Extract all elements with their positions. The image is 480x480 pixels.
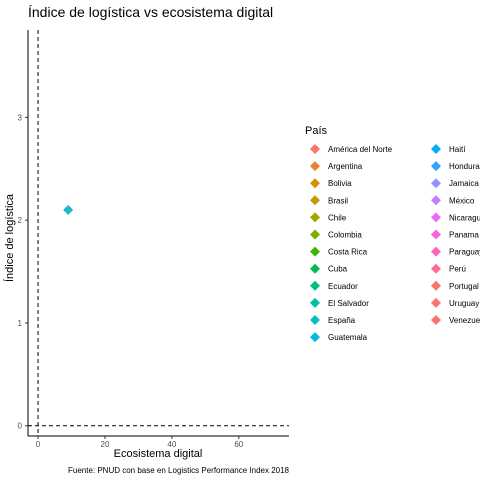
- legend-key: [310, 195, 320, 206]
- legend-key: [431, 280, 441, 291]
- legend-label: Colombia: [328, 231, 362, 240]
- legend-key: [310, 212, 320, 223]
- legend-label: México: [449, 196, 475, 205]
- legend-label: Portugal: [449, 282, 479, 291]
- legend-label: España: [328, 316, 356, 325]
- data-point-guatemala: [63, 204, 74, 215]
- legend-key: [310, 263, 320, 274]
- legend-label: Haití: [449, 145, 466, 154]
- plot-area: 0 20 40 60 0 1 2 3: [18, 30, 289, 449]
- x-tick-label: 60: [234, 440, 243, 449]
- legend: América del Norte Argentina Bolivia Brasil C…: [310, 144, 480, 343]
- x-tick-label: 0: [36, 440, 41, 449]
- legend-key: [431, 297, 441, 308]
- y-tick-label: 3: [18, 113, 23, 122]
- legend-label: América del Norte: [328, 145, 393, 154]
- y-tick-label: 1: [18, 319, 23, 328]
- legend-title: País: [305, 125, 328, 137]
- legend-label: Brasil: [328, 196, 348, 205]
- legend-label: Uruguay: [449, 299, 479, 308]
- legend-key: [310, 280, 320, 291]
- legend-key: [310, 161, 320, 172]
- legend-label: Jamaica: [449, 179, 479, 188]
- legend-label: Nicaragua: [449, 213, 480, 222]
- y-tick-label: 2: [18, 216, 23, 225]
- x-tick-label: 40: [167, 440, 176, 449]
- legend-label: El Salvador: [328, 299, 369, 308]
- legend-key: [431, 144, 441, 154]
- legend-key: [431, 246, 441, 257]
- legend-key: [431, 161, 441, 172]
- legend-key: [310, 178, 320, 189]
- chart-caption: Fuente: PNUD con base en Logistics Perfo…: [68, 466, 290, 475]
- legend-key: [310, 144, 320, 154]
- legend-label: Perú: [449, 265, 466, 274]
- legend-label: Cuba: [328, 265, 348, 274]
- legend-label: Costa Rica: [328, 248, 368, 257]
- legend-label: Chile: [328, 213, 347, 222]
- legend-key: [310, 246, 320, 257]
- legend-key: [431, 195, 441, 206]
- chart-title: Índice de logística vs ecosistema digita…: [28, 4, 273, 20]
- legend-label: Guatemala: [328, 333, 368, 342]
- legend-key: [431, 178, 441, 189]
- legend-key: [431, 229, 441, 240]
- legend-label: Paraguay: [449, 248, 480, 257]
- x-tick-label: 20: [101, 440, 110, 449]
- legend-key: [310, 229, 320, 240]
- legend-key: [310, 315, 320, 325]
- legend-label: Venezuela: [449, 316, 480, 325]
- y-tick-label: 0: [18, 422, 23, 431]
- y-axis-title: Índice de logística: [3, 193, 16, 282]
- x-axis-title: Ecosistema digital: [114, 448, 203, 460]
- legend-label: Ecuador: [328, 282, 358, 291]
- legend-label: Argentina: [328, 162, 363, 171]
- legend-label: Panama: [449, 231, 479, 240]
- legend-label: Honduras: [449, 162, 480, 171]
- legend-label: Bolivia: [328, 179, 352, 188]
- legend-key: [431, 263, 441, 274]
- legend-key: [310, 297, 320, 308]
- legend-key: [431, 212, 441, 223]
- legend-key: [431, 315, 441, 325]
- legend-key: [310, 332, 320, 343]
